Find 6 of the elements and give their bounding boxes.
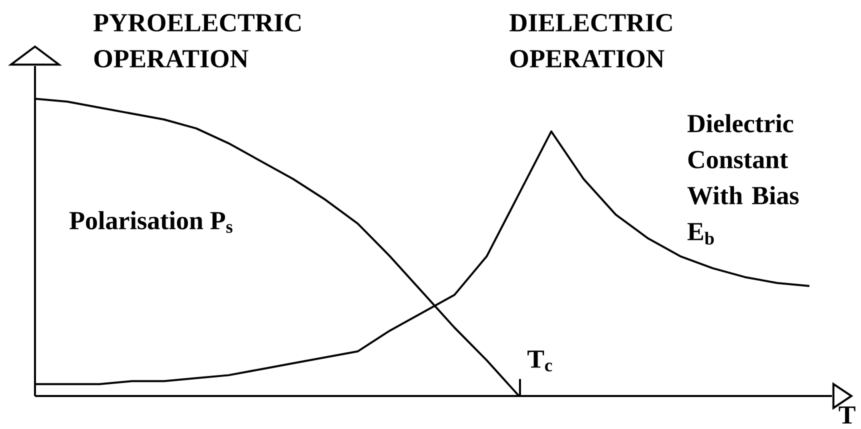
text: DIELECTRIC OPERATION <box>510 14 672 68</box>
text: PYROELECTRIC OPERATION <box>94 14 301 68</box>
text: Polarisation P$_{s}$ <box>70 211 232 233</box>
annotation: T$_{c}$ <box>527 350 552 372</box>
x-axis-title: T <box>838 406 856 424</box>
series-label: Dielectric Constant With Bias E$_{b}$ <box>687 114 799 245</box>
